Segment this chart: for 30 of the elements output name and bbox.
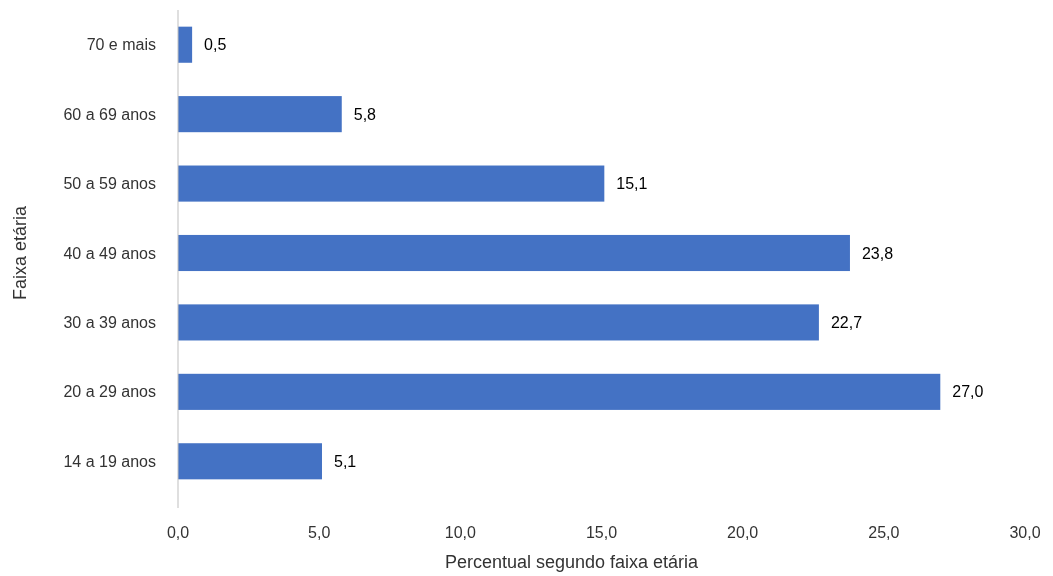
x-tick-label: 30,0 bbox=[1009, 524, 1041, 541]
data-label: 5,8 bbox=[353, 105, 377, 123]
y-tick-label: 14 a 19 anos bbox=[63, 452, 156, 470]
x-tick-label: 0,0 bbox=[166, 524, 190, 541]
data-label: 23,8 bbox=[861, 244, 894, 262]
data-label: 22,7 bbox=[830, 314, 863, 332]
y-tick-label: 40 a 49 anos bbox=[63, 244, 156, 262]
y-tick-label: 50 a 59 anos bbox=[63, 175, 156, 193]
bar bbox=[178, 96, 342, 133]
y-axis-title: Faixa etária bbox=[10, 204, 30, 301]
data-label: 15,1 bbox=[616, 175, 648, 193]
bar bbox=[178, 373, 941, 410]
y-tick-label: 30 a 39 anos bbox=[63, 314, 156, 332]
x-tick-label: 15,0 bbox=[585, 524, 618, 541]
y-tick-label: 60 a 69 anos bbox=[63, 105, 156, 123]
data-label: 27,0 bbox=[952, 383, 984, 401]
bar bbox=[178, 26, 193, 63]
bar bbox=[178, 443, 322, 480]
x-tick-label: 10,0 bbox=[444, 524, 477, 541]
x-tick-label: 20,0 bbox=[727, 524, 759, 541]
x-tick-label: 5,0 bbox=[308, 524, 331, 541]
y-tick-label: 20 a 29 anos bbox=[63, 383, 156, 401]
data-label: 5,1 bbox=[333, 452, 357, 470]
bar bbox=[178, 165, 605, 202]
x-tick-label: 25,0 bbox=[868, 524, 900, 541]
y-tick-label: 70 e mais bbox=[86, 36, 156, 54]
data-label: 0,5 bbox=[204, 36, 227, 54]
bar bbox=[178, 304, 819, 341]
bar bbox=[178, 234, 850, 272]
x-axis-title: Percentual segundo faixa etária bbox=[444, 552, 700, 572]
